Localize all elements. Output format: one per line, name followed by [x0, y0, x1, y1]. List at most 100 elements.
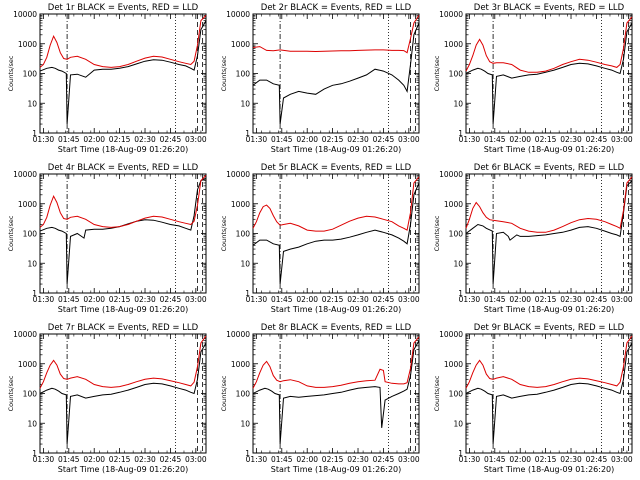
chart-panel-4: Det 4r BLACK = Events, RED = LLD 1 10 100 10… — [0, 160, 213, 320]
x-tick-label: 02:45 — [160, 455, 182, 464]
x-tick-label: 01:30 — [246, 455, 268, 464]
x-axis-label: Start Time (18-Aug-09 01:26:20) — [271, 305, 402, 314]
x-tick-label: 02:00 — [83, 295, 105, 304]
x-tick-label: 02:30 — [134, 135, 156, 144]
y-axis-label: Counts/sec — [220, 375, 228, 411]
y-tick-label: 10000 — [226, 170, 250, 179]
x-tick-label: 02:00 — [509, 295, 531, 304]
x-tick-label: 03:00 — [185, 295, 207, 304]
series-line-lld — [252, 176, 420, 232]
plot-frame — [39, 13, 207, 134]
x-tick-label: 01:30 — [459, 455, 481, 464]
x-tick-label: 02:00 — [296, 135, 318, 144]
y-tick-label: 10 — [240, 259, 250, 268]
x-tick-label: 01:45 — [271, 455, 293, 464]
chart-title: Det 6r BLACK = Events, RED = LLD — [474, 163, 625, 173]
chart-panel-1: Det 1r BLACK = Events, RED = LLD 1 10 100 10… — [0, 0, 213, 160]
chart-svg: Det 2r BLACK = Events, RED = LLD 1 10 100 10… — [220, 3, 420, 154]
x-tick-label: 02:30 — [134, 295, 156, 304]
series-line-lld — [465, 176, 633, 233]
y-tick-label: 1 — [245, 129, 250, 138]
y-tick-label: 1000 — [444, 360, 463, 369]
x-axis-label: Start Time (18-Aug-09 01:26:20) — [58, 465, 189, 474]
x-tick-label: 03:00 — [398, 455, 420, 464]
series-line-events — [252, 22, 420, 125]
y-tick-label: 10 — [453, 259, 463, 268]
chart-svg: Det 7r BLACK = Events, RED = LLD 1 10 100 10… — [7, 323, 207, 474]
y-tick-label: 1000 — [231, 360, 250, 369]
x-tick-label: 02:30 — [347, 295, 369, 304]
chart-panel-3: Det 3r BLACK = Events, RED = LLD 1 10 100 10… — [426, 0, 639, 160]
y-tick-label: 100 — [23, 390, 38, 399]
y-tick-label: 100 — [23, 70, 38, 79]
x-axis-label: Start Time (18-Aug-09 01:26:20) — [484, 145, 615, 154]
x-tick-label: 03:00 — [611, 455, 633, 464]
y-tick-label: 10 — [453, 419, 463, 428]
y-tick-label: 1 — [32, 449, 37, 458]
series-line-events — [465, 342, 633, 445]
series-line-events — [252, 182, 420, 285]
y-tick-label: 10000 — [226, 10, 250, 19]
chart-panel-8: Det 8r BLACK = Events, RED = LLD 1 10 100 10… — [213, 320, 426, 480]
x-tick-label: 01:45 — [484, 135, 506, 144]
y-tick-label: 10 — [27, 259, 37, 268]
plot-frame — [465, 13, 633, 134]
x-tick-label: 02:15 — [535, 135, 557, 144]
y-tick-label: 1 — [32, 289, 37, 298]
x-tick-label: 02:15 — [322, 135, 344, 144]
y-tick-label: 1000 — [18, 40, 37, 49]
x-tick-label: 02:30 — [560, 455, 582, 464]
x-tick-label: 03:00 — [185, 135, 207, 144]
x-tick-label: 01:45 — [484, 455, 506, 464]
chart-panel-7: Det 7r BLACK = Events, RED = LLD 1 10 100 10… — [0, 320, 213, 480]
x-axis-label: Start Time (18-Aug-09 01:26:20) — [271, 145, 402, 154]
series-line-lld — [39, 335, 207, 389]
y-axis-label: Counts/sec — [220, 55, 228, 91]
series-line-lld — [252, 336, 420, 389]
x-tick-label: 02:15 — [322, 455, 344, 464]
x-tick-label: 01:30 — [246, 295, 268, 304]
x-tick-label: 02:00 — [83, 455, 105, 464]
x-tick-label: 01:30 — [33, 295, 55, 304]
plot-frame — [465, 173, 633, 294]
x-tick-label: 03:00 — [611, 295, 633, 304]
chart-svg: Det 6r BLACK = Events, RED = LLD 1 10 100 10… — [433, 163, 633, 314]
y-tick-label: 10 — [240, 99, 250, 108]
x-tick-label: 02:00 — [296, 455, 318, 464]
y-tick-label: 100 — [236, 230, 251, 239]
y-tick-label: 10000 — [439, 10, 463, 19]
x-tick-label: 02:15 — [109, 135, 131, 144]
y-tick-label: 1 — [245, 449, 250, 458]
x-tick-label: 02:00 — [509, 455, 531, 464]
series-line-lld — [252, 15, 420, 54]
chart-title: Det 3r BLACK = Events, RED = LLD — [474, 3, 625, 13]
x-tick-label: 01:30 — [33, 135, 55, 144]
x-axis-label: Start Time (18-Aug-09 01:26:20) — [484, 465, 615, 474]
x-tick-label: 02:15 — [109, 295, 131, 304]
y-tick-label: 10000 — [439, 170, 463, 179]
chart-title: Det 1r BLACK = Events, RED = LLD — [48, 3, 199, 13]
chart-svg: Det 5r BLACK = Events, RED = LLD 1 10 100 10… — [220, 163, 420, 314]
x-tick-label: 02:45 — [586, 455, 608, 464]
y-tick-label: 1000 — [231, 40, 250, 49]
y-tick-label: 10000 — [226, 330, 250, 339]
x-axis-label: Start Time (18-Aug-09 01:26:20) — [271, 465, 402, 474]
x-tick-label: 02:30 — [134, 455, 156, 464]
x-tick-label: 03:00 — [398, 135, 420, 144]
x-tick-label: 03:00 — [398, 295, 420, 304]
y-tick-label: 100 — [236, 390, 251, 399]
chart-svg: Det 1r BLACK = Events, RED = LLD 1 10 100 10… — [7, 3, 207, 154]
x-tick-label: 01:30 — [246, 135, 268, 144]
y-tick-label: 10 — [240, 419, 250, 428]
chart-title: Det 4r BLACK = Events, RED = LLD — [48, 163, 199, 173]
series-line-lld — [39, 15, 207, 68]
series-line-events — [465, 22, 633, 125]
y-tick-label: 10000 — [439, 330, 463, 339]
plot-frame — [252, 173, 420, 294]
y-axis-label: Counts/sec — [7, 215, 15, 251]
y-tick-label: 10 — [27, 419, 37, 428]
x-tick-label: 01:45 — [484, 295, 506, 304]
series-line-lld — [465, 16, 633, 73]
plot-frame — [39, 173, 207, 294]
